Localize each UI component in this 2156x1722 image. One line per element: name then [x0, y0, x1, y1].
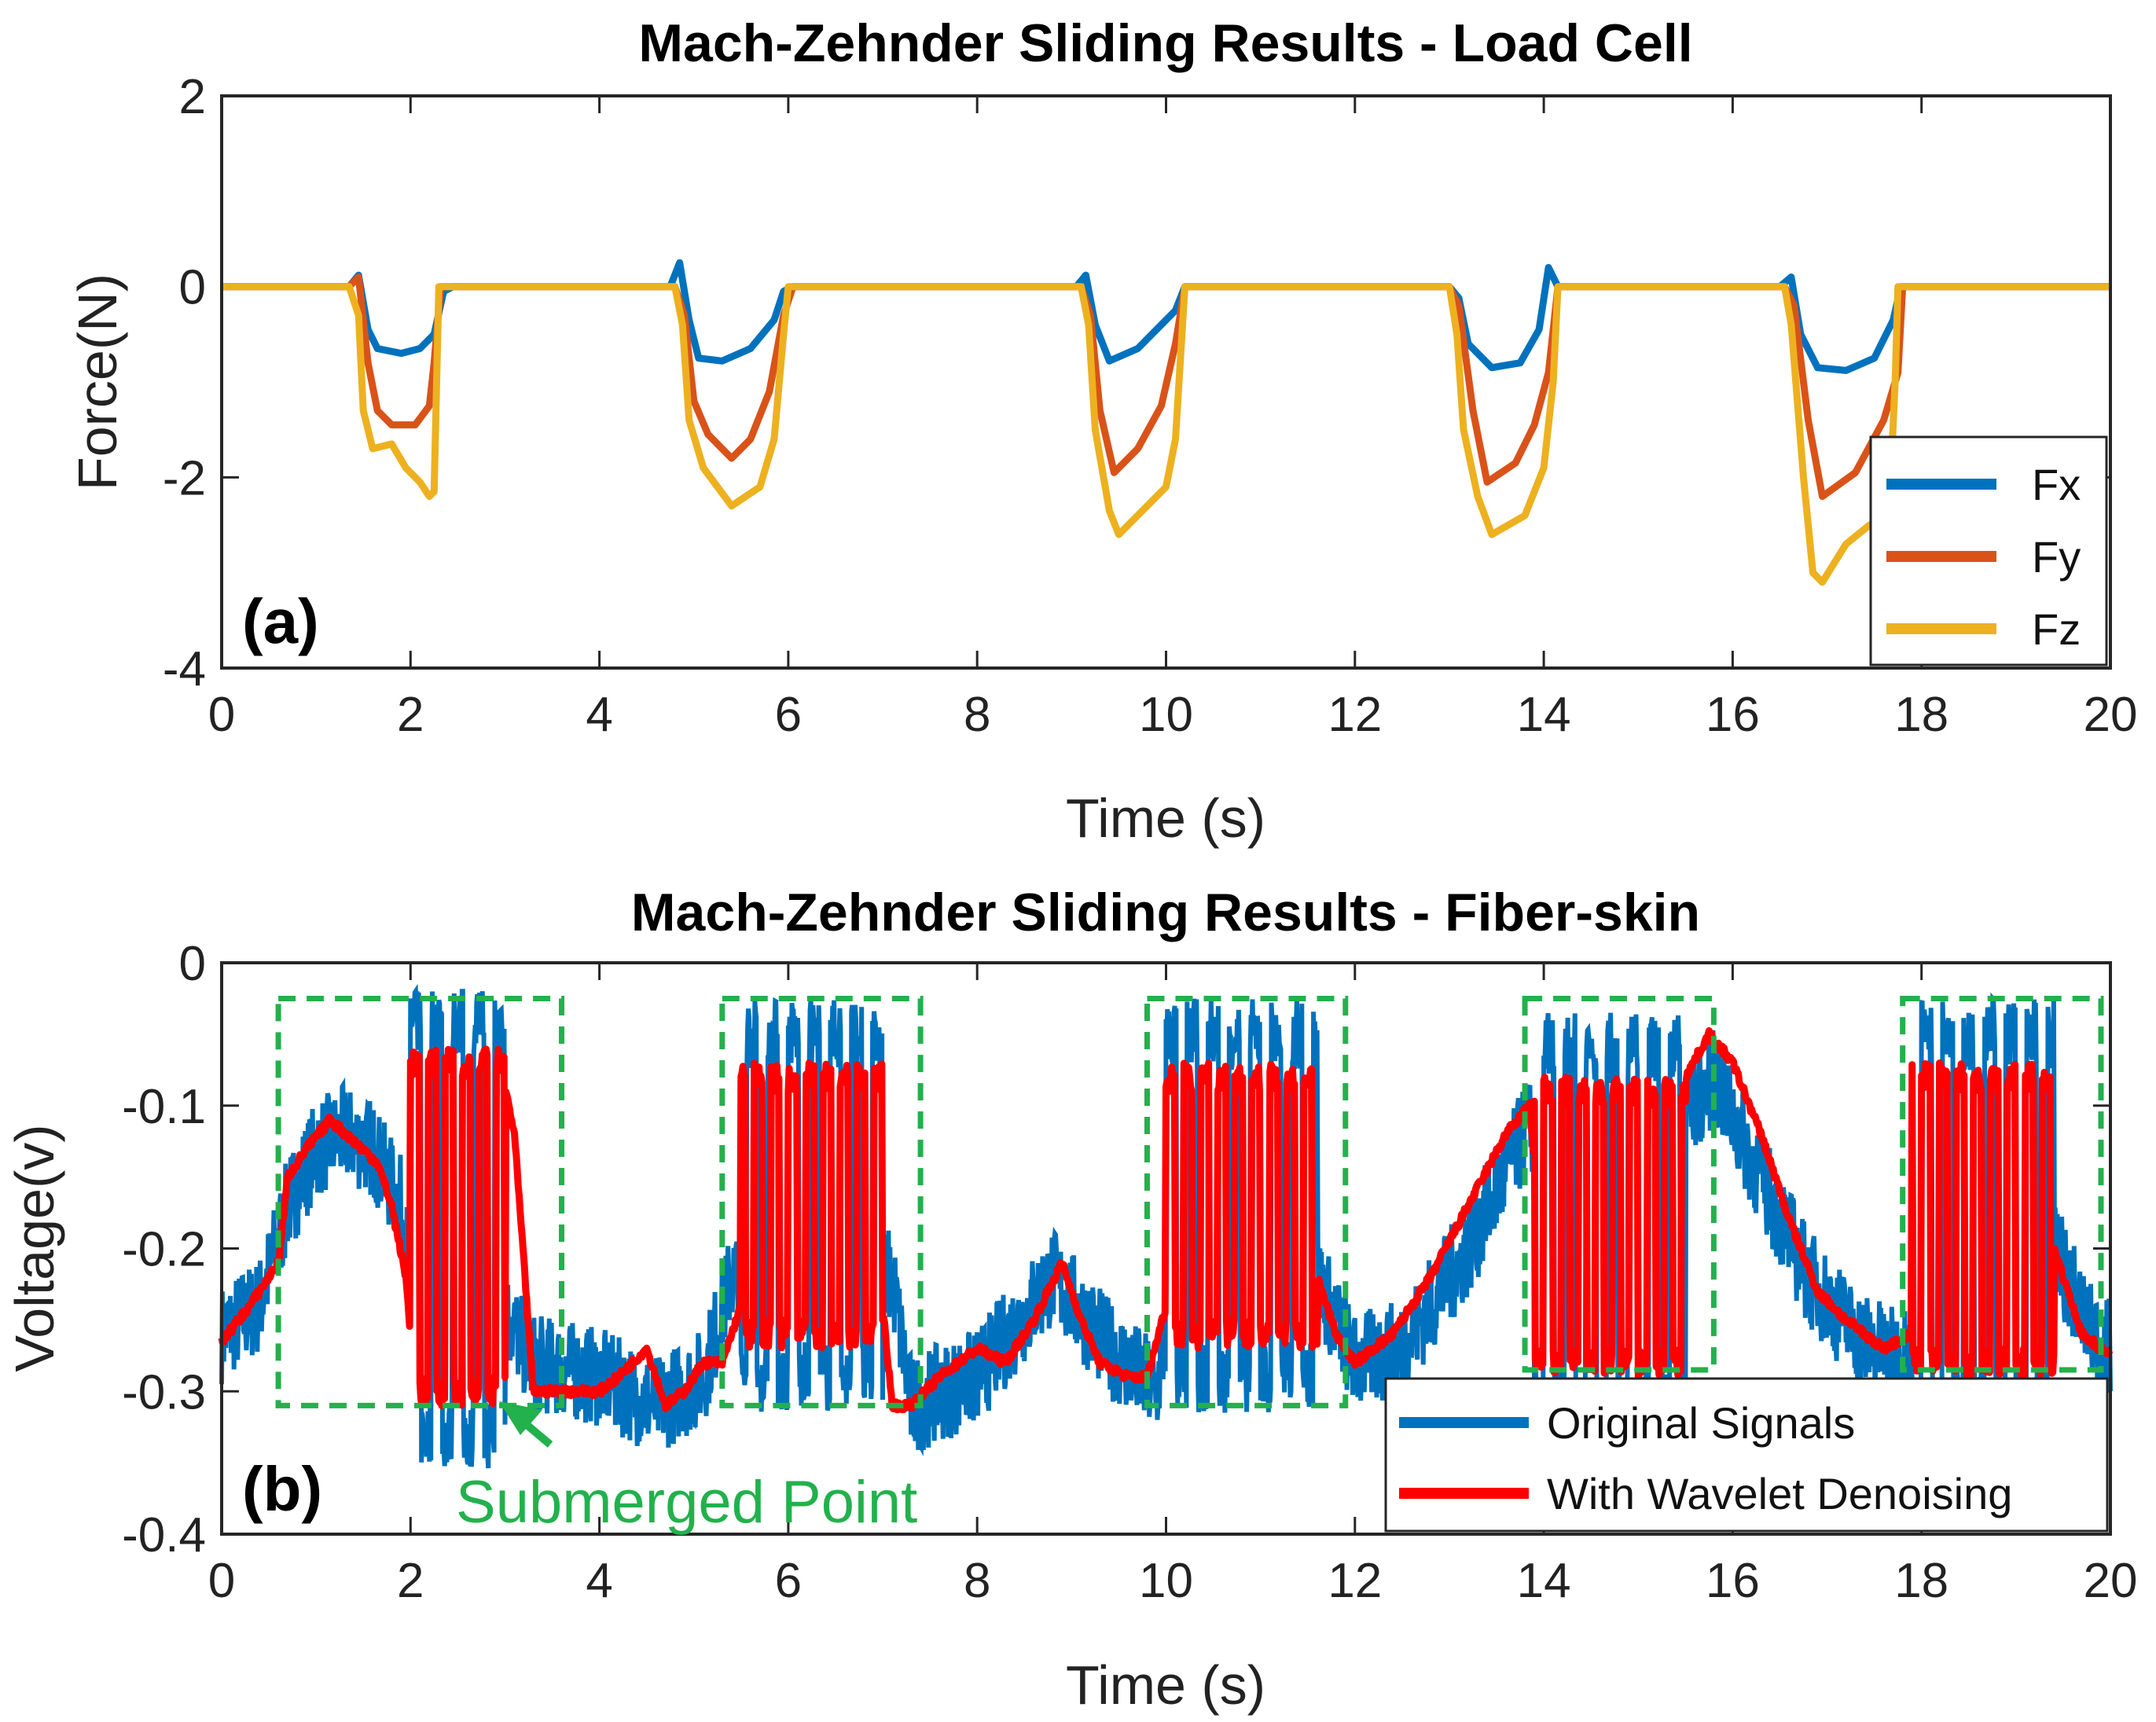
- x-ticks: 0 2 4 6 8 10 12 14 16 18 20: [208, 963, 2138, 1608]
- x-tick-label: 20: [2084, 1554, 2138, 1608]
- y-tick-label: 0: [179, 937, 206, 991]
- y-tick-label: -0.4: [122, 1508, 206, 1562]
- legend-label-fx: Fx: [2032, 460, 2081, 509]
- legend-label-denoised: With Wavelet Denoising: [1547, 1469, 2012, 1518]
- submerged-point-annotation: Submerged Point: [456, 1401, 917, 1536]
- panel-label: (b): [242, 1454, 322, 1524]
- y-axis-label: Force(N): [67, 274, 128, 490]
- x-tick-label: 12: [1328, 1554, 1382, 1608]
- highlight-box: [719, 995, 924, 1408]
- axes-frame: [220, 94, 2112, 670]
- x-tick-label: 10: [1139, 1554, 1193, 1608]
- annotation-arrowhead: [499, 1401, 542, 1435]
- y-tick-label: -0.2: [122, 1223, 206, 1277]
- fiber-skin-panel: Mach-Zehnder Sliding Results - Fiber-ski…: [4, 883, 2137, 1716]
- x-tick-label: 12: [1328, 688, 1382, 742]
- highlight-box: [275, 995, 565, 1408]
- x-ticks: 0 2 4 6 8 10 12 14 16 18 20: [208, 96, 2138, 742]
- y-tick-label: 0: [179, 261, 206, 315]
- chart-title: Mach-Zehnder Sliding Results - Fiber-ski…: [631, 883, 1700, 942]
- series-line-original-signals: [219, 983, 2113, 1469]
- legend: Fx Fy Fz: [1869, 435, 2108, 666]
- legend: Original Signals With Wavelet Denoising: [1384, 1377, 2109, 1533]
- x-tick-label: 6: [775, 688, 802, 742]
- axes-frame: [220, 961, 2112, 1536]
- y-tick-label: -2: [163, 451, 206, 505]
- chart-title: Mach-Zehnder Sliding Results - Load Cell: [638, 13, 1692, 73]
- series-line-fx: [222, 259, 2110, 374]
- x-axis-label: Time (s): [1066, 1654, 1265, 1716]
- x-tick-label: 18: [1894, 1554, 1948, 1608]
- y-ticks: 0 -0.1 -0.2 -0.3 -0.4: [122, 937, 2110, 1562]
- x-tick-label: 20: [2084, 688, 2138, 742]
- x-tick-label: 0: [208, 688, 235, 742]
- x-tick-label: 18: [1894, 688, 1948, 742]
- load-cell-panel: Mach-Zehnder Sliding Results - Load Cell…: [67, 13, 2137, 849]
- x-tick-label: 16: [1706, 688, 1760, 742]
- plot-area: [218, 983, 2114, 1469]
- x-tick-label: 2: [397, 688, 424, 742]
- series-line-wavelet-denoised: [218, 1027, 2114, 1414]
- x-tick-label: 2: [397, 1554, 424, 1608]
- x-tick-label: 14: [1517, 1554, 1571, 1608]
- x-tick-label: 6: [775, 1554, 802, 1608]
- x-tick-label: 16: [1706, 1554, 1760, 1608]
- x-tick-label: 8: [964, 688, 990, 742]
- legend-box: [1384, 1377, 2109, 1533]
- x-axis-label: Time (s): [1066, 788, 1265, 849]
- highlight-box: [1522, 995, 1717, 1373]
- series-line-fz: [222, 283, 2110, 586]
- panel-label: (a): [242, 586, 319, 656]
- highlight-box: [1900, 995, 2104, 1373]
- x-tick-label: 8: [964, 1554, 990, 1608]
- y-tick-label: 2: [179, 70, 206, 124]
- y-axis-label: Voltage(v): [4, 1124, 65, 1371]
- x-tick-label: 14: [1517, 688, 1571, 742]
- y-ticks: 2 0 -2 -4: [163, 70, 2110, 696]
- x-tick-label: 4: [586, 1554, 612, 1608]
- x-tick-label: 0: [208, 1554, 235, 1608]
- legend-label-fz: Fz: [2032, 604, 2081, 654]
- plot-area: [222, 259, 2110, 586]
- annotation-text: Submerged Point: [456, 1469, 917, 1536]
- y-tick-label: -0.3: [122, 1365, 206, 1419]
- y-tick-label: -0.1: [122, 1080, 206, 1134]
- highlight-box: [1144, 995, 1349, 1408]
- x-tick-label: 10: [1139, 688, 1193, 742]
- x-tick-label: 4: [586, 688, 612, 742]
- y-tick-label: -4: [163, 642, 206, 696]
- legend-label-fy: Fy: [2032, 532, 2081, 582]
- series-line-fy: [222, 274, 2110, 501]
- legend-label-original: Original Signals: [1547, 1398, 1855, 1448]
